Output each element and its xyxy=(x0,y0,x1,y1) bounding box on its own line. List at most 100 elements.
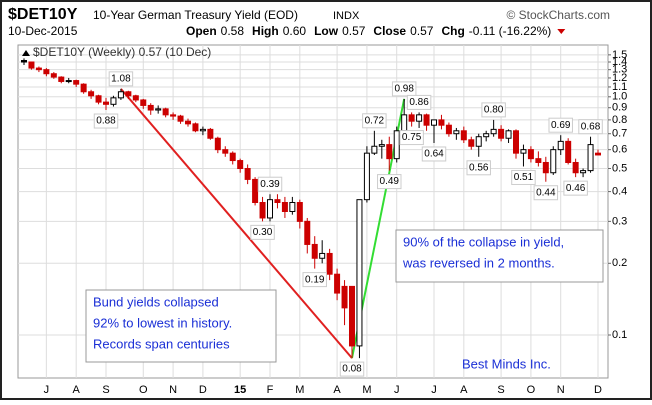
y-tick-label: 1.5 xyxy=(612,49,627,61)
price-label-box xyxy=(511,169,536,185)
y-tick-label: 1.4 xyxy=(612,56,627,68)
price-label: 0.49 xyxy=(380,176,400,187)
plot-area xyxy=(17,44,609,379)
candle-body xyxy=(110,97,117,105)
x-tick-label: M xyxy=(362,384,371,396)
x-tick-label: J xyxy=(431,384,437,396)
price-label: 0.98 xyxy=(394,84,414,95)
candle-body xyxy=(207,128,214,139)
candle-body xyxy=(170,114,177,117)
candle-body xyxy=(460,130,467,141)
x-tick-label: A xyxy=(73,384,81,396)
x-tick-label: 15 xyxy=(234,384,246,396)
candle-body xyxy=(483,133,490,138)
note-text: Best Minds Inc. xyxy=(462,356,551,371)
candle-body xyxy=(349,285,355,347)
price-label-box xyxy=(548,117,573,133)
stat-value: 0.57 xyxy=(342,24,366,38)
candle-body xyxy=(132,95,139,101)
x-tick-label: S xyxy=(102,384,109,396)
x-tick-label: D xyxy=(594,384,602,396)
x-tick-label: O xyxy=(139,384,148,396)
candle-body xyxy=(356,199,363,347)
candle-body xyxy=(423,114,430,126)
candle-body xyxy=(177,115,184,122)
x-tick-label: N xyxy=(169,384,177,396)
price-label-box xyxy=(339,361,365,377)
price-label-box xyxy=(563,180,588,196)
candle-body xyxy=(580,170,587,174)
candle-body xyxy=(550,149,557,174)
candle-body xyxy=(527,149,534,160)
candle-body xyxy=(289,201,296,212)
candle-body xyxy=(401,114,408,132)
candle-body xyxy=(244,168,251,180)
candle-body xyxy=(453,130,460,135)
chart-title: 10-Year German Treasury Yield (EOD) xyxy=(93,8,298,22)
price-label-box xyxy=(533,185,559,201)
candle-body xyxy=(43,69,50,75)
collapse-line xyxy=(120,88,353,359)
price-label: 0.39 xyxy=(260,179,280,190)
candle-body xyxy=(296,201,303,222)
price-label-box xyxy=(108,71,134,87)
price-label: 0.56 xyxy=(469,162,489,173)
legend-marker xyxy=(22,50,30,56)
candle-body xyxy=(520,149,527,154)
candle-body xyxy=(140,99,147,106)
candle-body xyxy=(88,91,95,97)
candle-body xyxy=(50,73,57,78)
stat-label: Chg xyxy=(441,24,464,38)
stat-label: Open xyxy=(186,24,217,38)
candle-body xyxy=(65,80,72,83)
y-tick-label: 1.0 xyxy=(612,91,627,103)
note-text: was reversed in 2 months. xyxy=(402,255,555,270)
candle-body xyxy=(505,130,512,139)
price-label-box xyxy=(93,113,119,129)
price-label: 0.68 xyxy=(581,121,601,132)
price-label: 0.88 xyxy=(96,116,116,127)
price-label-box xyxy=(421,146,447,162)
x-tick-label: M xyxy=(295,384,304,396)
candle-body xyxy=(468,139,475,147)
candle-body xyxy=(498,128,505,139)
candle-body xyxy=(21,60,27,63)
candle-body xyxy=(311,243,318,259)
price-label-box xyxy=(377,174,402,190)
date: 10-Dec-2015 xyxy=(8,24,78,38)
x-tick-label: O xyxy=(527,384,536,396)
price-label: 0.44 xyxy=(536,187,556,198)
candle-body xyxy=(431,119,437,126)
stat-value: -0.11 (-16.22%) xyxy=(469,24,551,38)
price-label-box xyxy=(302,272,327,288)
x-tick-label: J xyxy=(44,384,50,396)
candle-body xyxy=(35,67,42,71)
candle-body xyxy=(214,137,221,151)
y-tick-label: 0.3 xyxy=(612,215,627,227)
price-label: 0.75 xyxy=(402,132,422,143)
candle-body xyxy=(274,199,281,203)
candle-body xyxy=(281,201,288,212)
x-tick-label: J xyxy=(394,384,400,396)
candle-body xyxy=(319,252,326,259)
price-label: 0.64 xyxy=(424,149,444,160)
candle-body xyxy=(542,161,549,174)
price-label: 1.08 xyxy=(111,73,131,84)
candle-body xyxy=(80,83,87,93)
x-tick-label: A xyxy=(333,384,341,396)
candle-body xyxy=(103,101,109,105)
y-tick-label: 0.6 xyxy=(612,144,627,156)
note-text: 90% of the collapse in yield, xyxy=(403,234,564,249)
exchange: INDX xyxy=(333,10,360,22)
candle-body xyxy=(199,128,206,132)
candle-body xyxy=(185,120,191,125)
stat-value: 0.58 xyxy=(221,24,245,38)
candle-body xyxy=(445,124,452,135)
stat-value: 0.60 xyxy=(283,24,307,38)
y-tick-label: 1.3 xyxy=(612,64,627,76)
note-text: Bund yields collapsed xyxy=(93,294,219,309)
candle-body xyxy=(595,152,601,156)
y-tick-label: 0.7 xyxy=(612,128,627,140)
price-label: 0.30 xyxy=(253,227,273,238)
